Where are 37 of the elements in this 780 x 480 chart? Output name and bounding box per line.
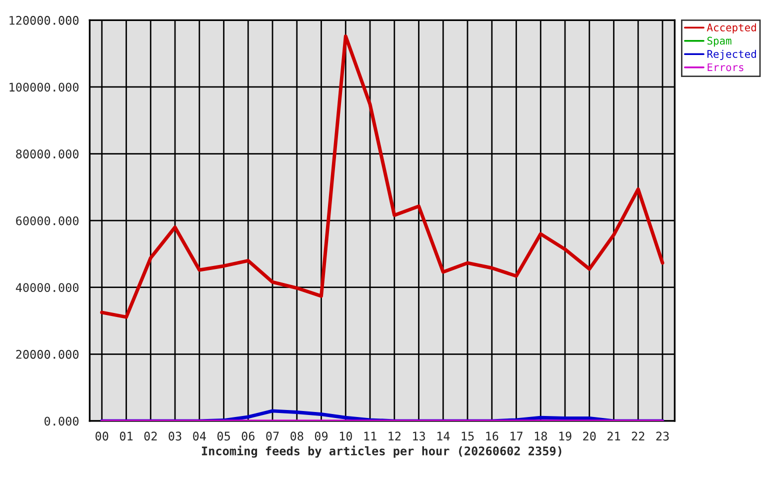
y-tick-label: 80000.000: [16, 150, 79, 158]
y-tick-label: 40000.000: [16, 283, 79, 292]
x-tick-label: 21: [608, 432, 620, 440]
x-tick-label: 06: [242, 432, 254, 441]
y-tick-label: 60000.000: [16, 216, 79, 226]
x-tick-label: 05: [217, 432, 230, 441]
x-tick-label: 19: [559, 432, 572, 441]
x-tick-label: 08: [290, 432, 304, 441]
x-tick-label: 14: [437, 432, 450, 440]
x-tick-label: 09: [314, 432, 328, 441]
legend-label: Errors: [708, 63, 744, 72]
legend-label: Spam: [707, 36, 732, 47]
x-tick-label: 20: [583, 432, 596, 441]
y-tick-label: 100000.000: [10, 82, 79, 92]
x-tick-label: 01: [120, 432, 133, 441]
x-tick-label: 03: [168, 432, 182, 441]
x-tick-label: 23: [656, 432, 669, 441]
legend-label: Accepted: [706, 23, 756, 34]
x-tick-label: 16: [486, 432, 498, 441]
x-tick-label: 13: [413, 432, 425, 441]
x-tick-label: 02: [144, 432, 157, 441]
legend-label: Rejected: [707, 50, 756, 60]
y-tick-label: 20000.000: [16, 350, 79, 359]
x-tick-label: 12: [388, 432, 400, 440]
x-tick-label: 07: [266, 432, 279, 441]
x-tick-label: 00: [96, 432, 108, 441]
x-tick-label: 04: [193, 432, 206, 441]
y-tick-label: 0.000: [44, 416, 79, 426]
x-tick-label: 15: [462, 432, 474, 441]
x-tick-label: 18: [534, 432, 547, 441]
x-tick-label: 17: [510, 432, 522, 440]
x-tick-label: 10: [340, 432, 352, 441]
line-series: [100, 34, 664, 319]
x-axis-title: Incoming feeds by articles per hour (20260602 2359): [202, 446, 562, 458]
y-tick-label: 120000.000: [10, 16, 79, 25]
x-tick-label: 11: [364, 432, 376, 440]
x-tick-label: 22: [632, 432, 644, 440]
